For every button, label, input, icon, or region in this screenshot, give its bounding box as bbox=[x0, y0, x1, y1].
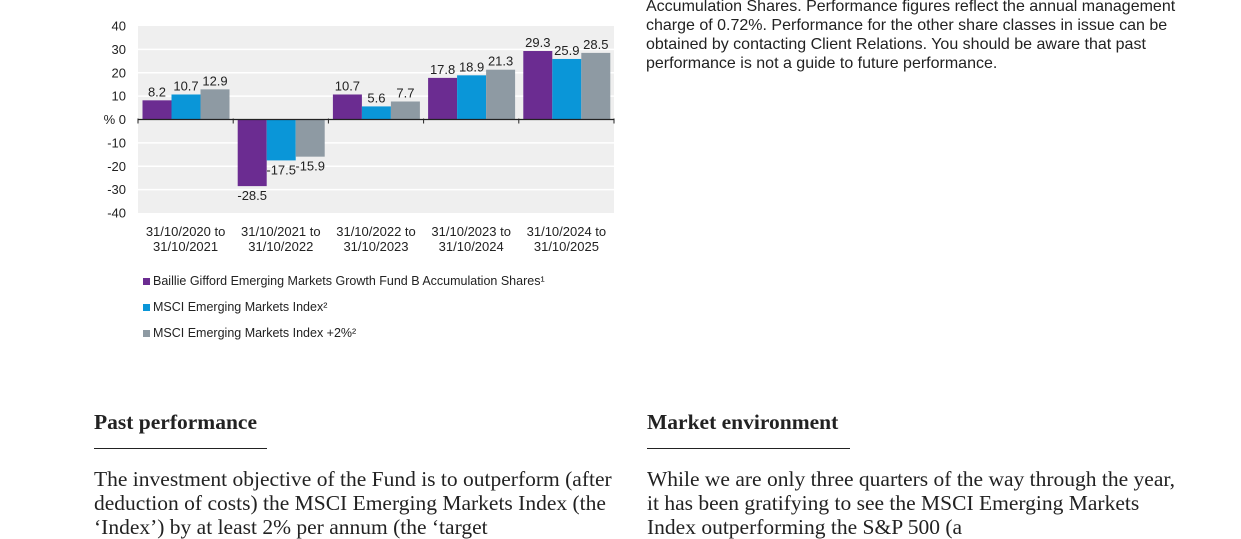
data-label: 5.6 bbox=[367, 90, 385, 105]
past-performance-heading: Past performance bbox=[94, 410, 257, 434]
legend-label-target: MSCI Emerging Markets Index +2%² bbox=[153, 326, 357, 340]
y-tick-label: 20 bbox=[112, 65, 126, 80]
legend-swatch-target bbox=[143, 329, 150, 337]
bar bbox=[428, 77, 458, 120]
bar bbox=[266, 119, 296, 161]
legend-item-index: MSCI Emerging Markets Index² bbox=[143, 294, 545, 320]
x-tick-label: 31/10/2025 bbox=[534, 239, 599, 254]
performance-bar-chart: 40 30 20 10 % 0 -10 -20 -30 -40 8.2 10.7 12.9 31/10/… bbox=[104, 19, 615, 254]
x-tick-label: 31/10/2020 to bbox=[146, 224, 226, 239]
legend-label-index: MSCI Emerging Markets Index² bbox=[153, 300, 328, 314]
x-tick-label: 31/10/2023 to bbox=[431, 224, 511, 239]
chart-legend: Baillie Gifford Emerging Markets Growth … bbox=[143, 268, 545, 346]
data-label: 25.9 bbox=[554, 43, 579, 58]
data-label: 10.7 bbox=[173, 78, 198, 93]
data-label: 8.2 bbox=[148, 84, 166, 99]
bar bbox=[390, 101, 420, 120]
data-label: 28.5 bbox=[583, 37, 608, 52]
data-label: -28.5 bbox=[237, 188, 267, 203]
past-performance-body: The investment objective of the Fund is … bbox=[94, 467, 612, 539]
bar bbox=[295, 119, 325, 157]
heading-underline bbox=[94, 448, 267, 449]
y-tick-label: % 0 bbox=[104, 112, 126, 127]
y-tick-label: -20 bbox=[107, 159, 126, 174]
data-label: 21.3 bbox=[488, 54, 513, 69]
y-tick-label: -40 bbox=[107, 206, 126, 221]
data-label: 17.8 bbox=[430, 62, 455, 77]
market-environment-heading: Market environment bbox=[647, 410, 839, 434]
data-label: 10.7 bbox=[335, 78, 360, 93]
legend-item-fund: Baillie Gifford Emerging Markets Growth … bbox=[143, 268, 545, 294]
data-label: 29.3 bbox=[525, 35, 550, 50]
performance-note: Accumulation Shares. Performance figures… bbox=[646, 0, 1176, 72]
x-tick-label: 31/10/2022 bbox=[248, 239, 313, 254]
bar bbox=[171, 94, 201, 120]
bar bbox=[332, 94, 362, 120]
bar bbox=[361, 106, 391, 120]
data-label: 18.9 bbox=[459, 59, 484, 74]
legend-swatch-index bbox=[143, 303, 150, 311]
past-performance-section: Past performance The investment objectiv… bbox=[94, 408, 616, 539]
data-label: -15.9 bbox=[295, 159, 325, 174]
x-tick-label: 31/10/2022 to bbox=[336, 224, 416, 239]
x-tick-label: 31/10/2021 to bbox=[241, 224, 321, 239]
x-tick-label: 31/10/2023 bbox=[343, 239, 408, 254]
legend-swatch-fund bbox=[143, 277, 150, 285]
y-tick-label: 30 bbox=[112, 42, 126, 57]
legend-item-target: MSCI Emerging Markets Index +2%² bbox=[143, 320, 545, 346]
bar bbox=[457, 75, 487, 120]
data-label: 12.9 bbox=[202, 73, 227, 88]
bar bbox=[237, 119, 267, 187]
x-tick-label: 31/10/2024 bbox=[439, 239, 504, 254]
bar bbox=[523, 51, 553, 120]
data-label: 7.7 bbox=[396, 86, 414, 101]
bar bbox=[486, 69, 516, 120]
y-tick-label: 40 bbox=[112, 19, 126, 34]
data-label: -17.5 bbox=[266, 162, 296, 177]
heading-underline bbox=[647, 448, 850, 449]
x-tick-label: 31/10/2024 to bbox=[527, 224, 607, 239]
legend-label-fund: Baillie Gifford Emerging Markets Growth … bbox=[153, 274, 545, 288]
bar bbox=[200, 89, 230, 120]
bar bbox=[581, 52, 611, 120]
y-tick-label: -30 bbox=[107, 182, 126, 197]
market-environment-section: Market environment While we are only thr… bbox=[647, 408, 1177, 539]
x-tick-label: 31/10/2021 bbox=[153, 239, 218, 254]
market-environment-body: While we are only three quarters of the … bbox=[647, 467, 1176, 539]
y-tick-label: -10 bbox=[107, 135, 126, 150]
y-tick-label: 10 bbox=[112, 89, 126, 104]
bar bbox=[552, 58, 582, 120]
bar bbox=[142, 100, 172, 120]
